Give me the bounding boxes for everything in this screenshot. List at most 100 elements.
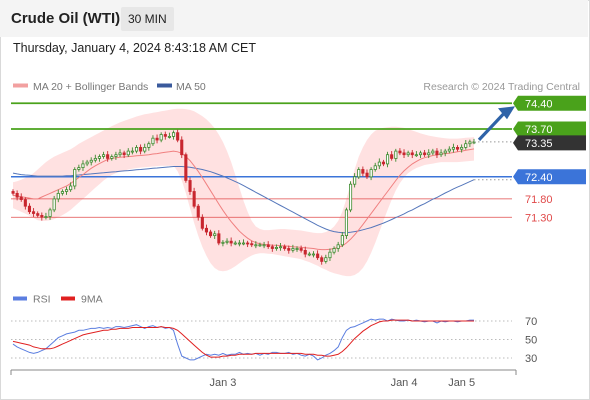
bollinger-band-area: [13, 108, 474, 277]
candle-body: [423, 152, 427, 156]
candle: [373, 162, 377, 172]
candle-body: [32, 211, 36, 214]
candle-body: [229, 240, 233, 244]
candle: [241, 239, 246, 246]
candle-body: [303, 249, 307, 255]
candle: [431, 148, 435, 156]
candle-body: [278, 246, 283, 249]
candle-body: [130, 150, 134, 153]
candle: [295, 246, 299, 252]
candle-body: [167, 135, 172, 138]
ma20-line: [12, 148, 475, 251]
candle: [143, 143, 147, 154]
candle-body: [435, 150, 439, 156]
price-label-71.80: 71.80: [525, 194, 553, 206]
rsi-ma-legend-label: 9MA: [81, 294, 103, 306]
candle: [443, 148, 447, 157]
candle: [278, 243, 283, 251]
candle-body: [266, 244, 270, 248]
price-tag-72.40: [513, 169, 586, 185]
rsi-ma-line: [12, 319, 474, 358]
candle: [217, 230, 221, 246]
candle-body: [23, 199, 27, 207]
candle: [451, 143, 455, 153]
candle-body: [208, 231, 213, 237]
candle-body: [381, 161, 385, 165]
candle-body: [468, 141, 472, 145]
candle: [184, 152, 188, 183]
candle-body: [48, 209, 52, 217]
candle-body: [250, 243, 254, 246]
candle: [130, 147, 134, 155]
candle: [102, 151, 106, 159]
candle-body: [254, 244, 258, 247]
candle: [114, 151, 118, 160]
candle-body: [102, 154, 106, 157]
candle-body: [110, 156, 114, 159]
candle: [468, 139, 472, 148]
candle-body: [176, 132, 180, 141]
candle: [118, 149, 122, 157]
candle-body: [460, 146, 464, 150]
timeframe-button[interactable]: 30 MIN: [121, 7, 174, 31]
candle: [221, 240, 225, 247]
candle-body: [299, 248, 303, 251]
candlesticks: [11, 129, 476, 265]
candle: [134, 145, 139, 154]
candle: [361, 166, 365, 177]
ma50-line: [12, 166, 475, 234]
candle-body: [316, 253, 320, 259]
candle-body: [348, 183, 353, 211]
candle: [460, 144, 464, 153]
candle: [316, 250, 320, 260]
price-label-72.40: 72.40: [525, 172, 553, 184]
research-credit: Research © 2024 Trading Central: [423, 81, 580, 93]
candle: [398, 148, 402, 156]
x-tick-label-Jan-5: Jan 5: [448, 377, 475, 389]
candle-body: [60, 191, 64, 194]
price-label-73.70: 73.70: [525, 124, 553, 136]
candle-body: [237, 242, 242, 245]
candle-body: [188, 180, 192, 192]
candle: [340, 231, 344, 248]
candle-body: [332, 248, 336, 253]
candle: [423, 149, 427, 157]
candle: [266, 241, 270, 249]
candle-body: [377, 161, 381, 167]
candle-body: [171, 132, 176, 137]
candle: [23, 197, 27, 210]
candle: [52, 195, 56, 213]
candle: [237, 240, 242, 247]
candle: [328, 248, 332, 262]
candle: [106, 151, 110, 162]
candle: [208, 229, 213, 238]
candle-body: [390, 154, 394, 159]
candle: [320, 255, 324, 265]
candle-body: [283, 246, 287, 249]
candle: [377, 158, 381, 170]
candle-body: [353, 176, 357, 185]
candle-body: [139, 146, 143, 152]
x-tick-label-Jan-3: Jan 3: [209, 377, 236, 389]
chart-title: Crude Oil (WTI): [11, 10, 121, 27]
rsi-legend-label: RSI: [33, 294, 51, 306]
candle-body: [385, 154, 390, 165]
candle: [19, 193, 23, 202]
candle-body: [410, 152, 414, 156]
candle: [464, 140, 468, 150]
price-label-71.30: 71.30: [525, 212, 553, 224]
candle: [303, 246, 307, 258]
candle: [254, 241, 258, 249]
candle-body: [311, 253, 315, 256]
candle: [262, 241, 266, 249]
candle: [65, 186, 69, 195]
candle: [56, 189, 60, 203]
candle-body: [155, 137, 159, 141]
candle-body: [307, 253, 311, 256]
candle-body: [15, 192, 19, 198]
x-tick-label-Jan-4: Jan 4: [391, 377, 418, 389]
candle-body: [27, 205, 31, 213]
candle: [176, 129, 180, 143]
candle: [414, 151, 418, 157]
candle-body: [44, 216, 48, 218]
